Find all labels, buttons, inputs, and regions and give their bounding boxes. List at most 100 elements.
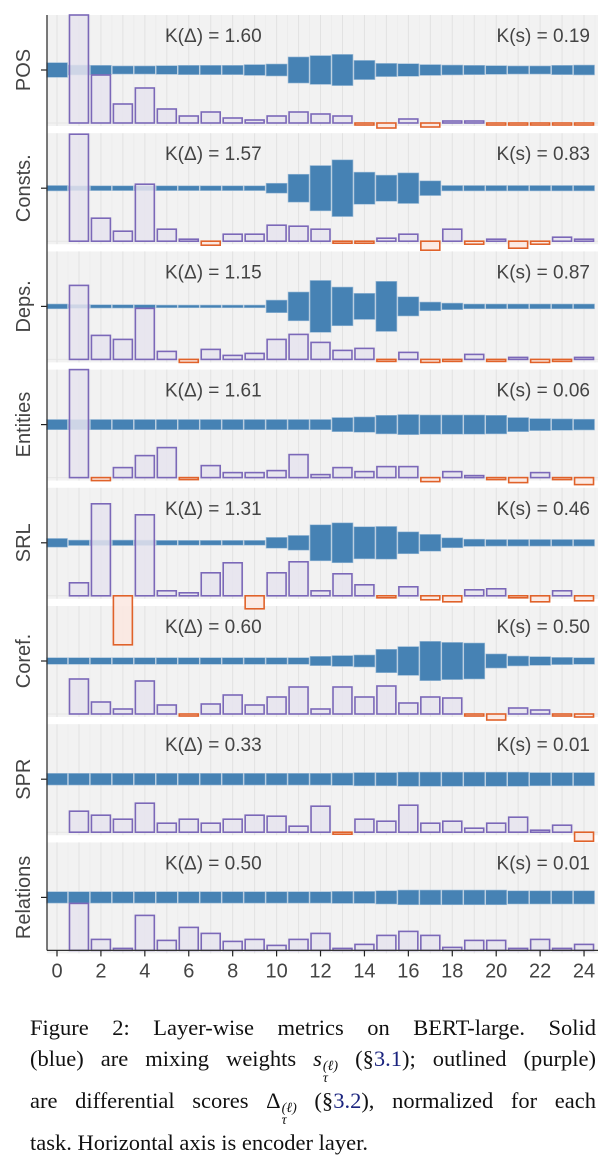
negative-differential-score-bar	[420, 594, 441, 601]
differential-score-bar	[398, 585, 419, 597]
mixing-weight-bar	[156, 65, 178, 75]
caption-line-3: are differential scores Δ (ℓ) τ (§3.2), no…	[30, 1085, 596, 1128]
k-delta-label: K(Δ) = 1.31	[165, 499, 262, 520]
differential-score-bar	[134, 454, 156, 479]
negative-differential-score-bar	[112, 594, 134, 646]
mixing-weight-bar	[463, 65, 486, 75]
mixing-weight-bar	[331, 54, 354, 86]
mixing-weight-bar	[463, 642, 486, 680]
mixing-weight-bar	[156, 773, 178, 786]
mixing-weight-bar	[375, 174, 398, 202]
task-label: Coref.	[13, 634, 35, 688]
mixing-weight-bar	[397, 771, 420, 787]
mixing-weight-bar	[353, 293, 376, 320]
differential-score-bar	[266, 115, 287, 124]
mixing-weight-bar	[287, 657, 310, 665]
mixing-weight-bar	[441, 302, 464, 311]
negative-differential-score-bar	[354, 240, 375, 244]
mixing-weight-bar	[441, 537, 464, 549]
mixing-weight-bar	[221, 304, 244, 309]
differential-score-bar	[376, 237, 397, 242]
differential-score-bar	[222, 561, 243, 597]
negative-differential-score-bar	[441, 594, 463, 603]
math-sup: (ℓ)	[322, 1059, 339, 1074]
differential-score-bar	[332, 572, 353, 597]
mixing-weight-bar	[397, 531, 420, 555]
k-s-label: K(s) = 0.06	[497, 381, 590, 402]
math-s-scripts: (ℓ) τ	[322, 1059, 339, 1086]
differential-score-bar	[222, 233, 243, 242]
mixing-weight-bar	[375, 648, 398, 673]
differential-score-bar	[222, 940, 243, 952]
differential-score-bar	[354, 583, 375, 597]
differential-score-bar	[68, 133, 90, 242]
differential-score-bar	[156, 350, 178, 361]
mixing-weight-bar	[112, 539, 134, 546]
k-delta-label: K(Δ) = 1.57	[165, 144, 262, 165]
section-link-3-1[interactable]: 3.1	[373, 1046, 402, 1071]
differential-score-bar	[134, 680, 156, 715]
mixing-weight-bar	[485, 539, 507, 547]
mixing-weight-bar	[243, 304, 266, 309]
differential-score-bar	[112, 818, 134, 834]
mixing-weight-bar	[573, 64, 595, 76]
differential-score-bar	[156, 228, 178, 242]
x-tick-label: 20	[485, 960, 507, 982]
mixing-weight-bar	[485, 185, 507, 192]
negative-differential-score-bar	[441, 358, 463, 363]
task-label: Entities	[13, 392, 35, 458]
differential-score-bar	[200, 464, 222, 479]
mixing-weight-bar	[309, 55, 332, 85]
caption-line-2: (blue) are mixing weights s (ℓ) τ (§3.1); …	[30, 1043, 596, 1086]
mixing-weight-bar	[375, 526, 398, 560]
k-delta-label: K(Δ) = 1.61	[165, 381, 262, 402]
differential-score-bar	[68, 678, 90, 715]
mixing-weight-bar	[551, 418, 573, 431]
mixing-weight-bar	[485, 303, 507, 310]
differential-score-bar	[112, 466, 134, 479]
mixing-weight-bar	[112, 773, 134, 786]
mixing-weight-bar	[287, 419, 310, 430]
mixing-weight-bar	[529, 65, 551, 75]
negative-differential-score-bar	[332, 831, 353, 836]
mixing-weight-bar	[551, 890, 573, 905]
differential-score-bar	[266, 944, 287, 952]
mixing-weight-bar	[573, 303, 595, 310]
mixing-weight-bar	[551, 657, 573, 665]
differential-score-bar	[244, 233, 265, 242]
differential-score-bar	[178, 591, 200, 597]
differential-score-bar	[354, 818, 375, 834]
mixing-weight-bar	[353, 891, 376, 904]
figure-caption: Figure 2: Layer-wise metrics on BERT-lar…	[30, 1012, 596, 1158]
differential-score-bar	[200, 348, 222, 361]
mixing-weight-bar	[221, 540, 244, 546]
caption-text: are differential scores	[30, 1088, 267, 1113]
mixing-weight-bar	[199, 304, 222, 309]
k-s-label: K(s) = 0.01	[497, 853, 590, 874]
x-tick-label: 8	[227, 960, 238, 982]
mixing-weight-bar	[485, 414, 507, 435]
mixing-weight-bar	[177, 419, 200, 430]
mixing-weight-bar	[529, 539, 551, 547]
differential-score-bar	[529, 829, 551, 834]
caption-text: ), normalized for each	[361, 1088, 596, 1113]
panel-relations	[46, 889, 595, 952]
mixing-weight-bar	[68, 891, 90, 904]
differential-score-bar	[441, 470, 463, 479]
differential-score-bar	[288, 686, 309, 715]
mixing-weight-bar	[90, 304, 112, 309]
mixing-weight-bar	[529, 772, 551, 787]
differential-score-bar	[112, 338, 134, 361]
mixing-weight-bar	[573, 657, 595, 665]
differential-score-bar	[112, 708, 134, 715]
differential-score-bar	[551, 589, 573, 597]
differential-score-bar	[398, 233, 419, 242]
mixing-weight-bar	[463, 414, 486, 435]
differential-score-bar	[529, 938, 551, 952]
section-link-3-2[interactable]: 3.2	[333, 1088, 362, 1113]
negative-differential-score-bar	[332, 240, 353, 244]
negative-differential-score-bar	[178, 476, 200, 481]
differential-score-bar	[463, 474, 485, 479]
mixing-weight-bar	[397, 414, 420, 435]
differential-score-bar	[463, 827, 485, 834]
